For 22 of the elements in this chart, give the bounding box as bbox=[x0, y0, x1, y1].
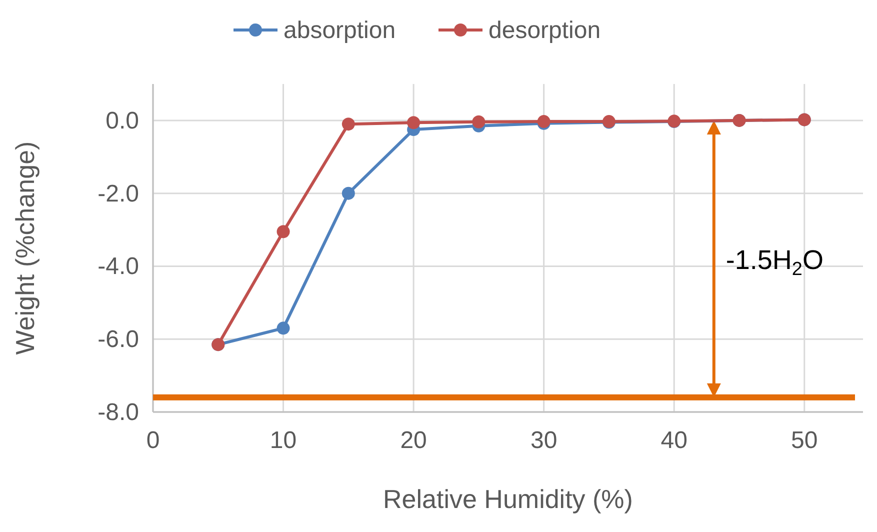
x-tick-label: 10 bbox=[270, 427, 297, 454]
point bbox=[472, 115, 486, 128]
x-tick-label: 30 bbox=[530, 427, 558, 454]
x-tick-label: 20 bbox=[400, 427, 427, 454]
y-axis-title: Weight (%change) bbox=[10, 141, 40, 355]
point bbox=[342, 118, 355, 131]
y-tick-label: -8.0 bbox=[98, 399, 139, 426]
legend-label: absorption bbox=[284, 17, 396, 44]
y-tick-label: 0.0 bbox=[106, 107, 139, 134]
point bbox=[276, 322, 290, 335]
annotation: -1.5H$_{2}$O bbox=[726, 244, 824, 280]
x-axis-title: Relative Humidity (%) bbox=[383, 484, 633, 514]
legend-label: desorption bbox=[488, 17, 601, 44]
point bbox=[407, 116, 420, 130]
x-tick-label: 40 bbox=[660, 427, 688, 454]
y-tick-label: -4.0 bbox=[98, 253, 139, 280]
y-tick-label: -2.0 bbox=[98, 180, 139, 208]
x-tick-label: 50 bbox=[791, 427, 818, 454]
x-tick-label: 0 bbox=[146, 427, 160, 454]
point bbox=[276, 225, 290, 238]
y-tick-label: -6.0 bbox=[98, 326, 139, 354]
point bbox=[342, 186, 355, 200]
